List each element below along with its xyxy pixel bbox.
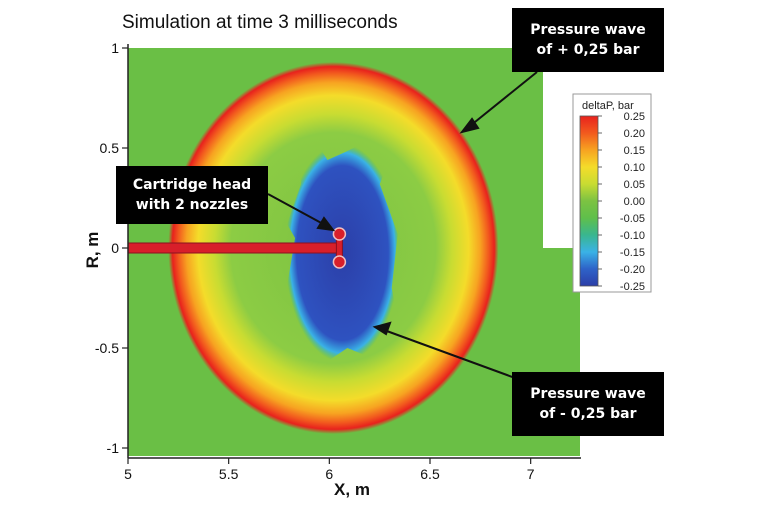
x-tick-label: 5.5 bbox=[219, 466, 239, 482]
nozzle-bottom-icon bbox=[332, 255, 347, 269]
callout-negative-line2: of - 0,25 bar bbox=[539, 406, 637, 422]
callout-positive-wave: Pressure wave of + 0,25 bar bbox=[512, 8, 664, 72]
y-tick-label: -1 bbox=[107, 440, 120, 456]
arrow-plus-head bbox=[459, 117, 480, 134]
arrow-minus-head bbox=[372, 321, 392, 336]
annotation-arrows bbox=[267, 71, 538, 387]
colorbar-gradient bbox=[579, 115, 599, 287]
x-tick-label: 6.5 bbox=[420, 466, 440, 482]
colorbar-label: 0.00 bbox=[624, 196, 645, 208]
callout-positive-line1: Pressure wave bbox=[530, 22, 646, 38]
x-tick-label: 5 bbox=[124, 466, 132, 482]
colorbar-label: -0.25 bbox=[620, 281, 645, 293]
arrow-minus-wave bbox=[383, 329, 538, 387]
arrow-cartridge bbox=[267, 193, 326, 226]
y-axis-label: R, m bbox=[83, 232, 102, 269]
x-axis-label: X, m bbox=[334, 480, 370, 499]
callout-cartridge-line1: Cartridge head bbox=[132, 177, 252, 193]
y-tick-label: 0.5 bbox=[100, 140, 120, 156]
colorbar-label: 0.10 bbox=[624, 162, 645, 174]
callout-negative-wave: Pressure wave of - 0,25 bar bbox=[512, 372, 664, 436]
colorbar-label: -0.10 bbox=[620, 230, 645, 242]
cartridge-tube bbox=[128, 242, 340, 254]
chart-title: Simulation at time 3 milliseconds bbox=[122, 12, 398, 33]
callout-cartridge-line2: with 2 nozzles bbox=[135, 197, 249, 213]
colorbar-title: deltaP, bar bbox=[582, 100, 634, 112]
colorbar-label: -0.05 bbox=[620, 213, 645, 225]
x-tick-label: 7 bbox=[527, 466, 535, 482]
colorbar-label: 0.15 bbox=[624, 145, 645, 157]
colorbar-legend: deltaP, bar 0.25 0.20 0.15 0.10 0.05 0.00 -0.0… bbox=[572, 93, 652, 293]
colorbar-label: 0.25 bbox=[624, 111, 645, 123]
callout-negative-line1: Pressure wave bbox=[530, 386, 646, 402]
x-tick-label: 6 bbox=[325, 466, 333, 482]
colorbar-label: -0.15 bbox=[620, 247, 645, 259]
nozzle-top-icon bbox=[332, 227, 347, 241]
y-tick-label: 0 bbox=[111, 240, 119, 256]
arrow-cartridge-head bbox=[316, 216, 336, 232]
colorbar-label: 0.05 bbox=[624, 179, 645, 191]
y-tick-label: 1 bbox=[111, 40, 119, 56]
colorbar-label: 0.20 bbox=[624, 128, 645, 140]
callout-cartridge-head: Cartridge head with 2 nozzles bbox=[116, 166, 268, 224]
arrow-plus-wave bbox=[469, 71, 538, 127]
colorbar-label: -0.20 bbox=[620, 264, 645, 276]
y-tick-label: -0.5 bbox=[95, 340, 119, 356]
callout-positive-line2: of + 0,25 bar bbox=[536, 42, 640, 58]
